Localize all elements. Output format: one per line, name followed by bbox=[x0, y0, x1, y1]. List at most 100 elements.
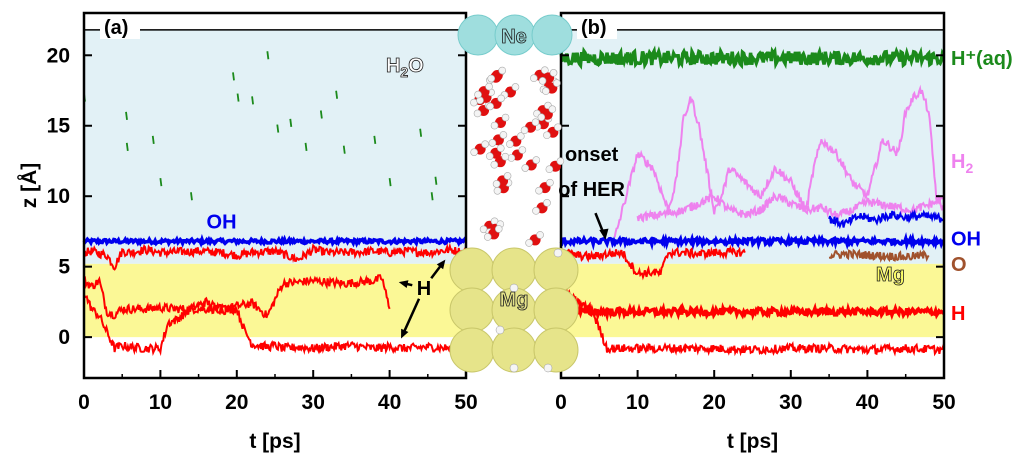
hydrogen-atom bbox=[536, 231, 544, 239]
region-vacuum-top bbox=[561, 13, 944, 30]
hydrogen-atom bbox=[535, 186, 543, 195]
hydrogen-atom bbox=[499, 131, 508, 139]
hydrogen-atom bbox=[470, 148, 478, 156]
hydrogen-atom bbox=[532, 207, 540, 215]
data-point bbox=[151, 135, 155, 144]
hydrogen-atom bbox=[532, 156, 541, 164]
series-h2-partner bbox=[636, 191, 945, 223]
ne-label: Ne bbox=[501, 26, 527, 48]
hydrogen-atom bbox=[485, 82, 493, 91]
mg-atom bbox=[449, 327, 495, 373]
hydrogen-atom bbox=[548, 105, 557, 114]
hydrogen-atom bbox=[474, 90, 482, 99]
hydrogen-atom bbox=[530, 74, 538, 83]
series-line bbox=[83, 242, 467, 271]
series-line bbox=[82, 233, 468, 248]
mg-atom bbox=[449, 287, 495, 333]
data-point bbox=[159, 178, 163, 187]
annotation-of-her: of HER bbox=[558, 179, 625, 201]
data-point bbox=[373, 135, 377, 144]
series-line bbox=[560, 301, 946, 323]
series-line bbox=[559, 231, 945, 251]
data-point bbox=[419, 128, 423, 137]
hydrogen-atom bbox=[549, 69, 558, 77]
panel-b: 0 10 20 30 40 50 t [ps] (b) onset of HER Mg H⁺(aq) H… bbox=[555, 11, 1013, 453]
mg-atom bbox=[449, 247, 495, 293]
data-point bbox=[125, 142, 129, 151]
data-point bbox=[251, 96, 254, 105]
subscript: 2 bbox=[400, 64, 408, 80]
hydrogen-atom bbox=[525, 239, 533, 247]
x-axis-title: t [ps] bbox=[249, 430, 300, 453]
series-h-aq- bbox=[83, 51, 438, 201]
hydrogen-atom bbox=[554, 123, 562, 132]
y-tick-label: 5 bbox=[58, 256, 70, 279]
hydrogen-atom bbox=[473, 109, 482, 118]
right-label-oh: OH bbox=[951, 228, 981, 250]
hydrogen-atom bbox=[542, 87, 550, 95]
annotation-onset: onset bbox=[565, 144, 619, 166]
hydrogen-atom bbox=[553, 248, 563, 258]
hydrogen-atom bbox=[490, 121, 499, 130]
series-h-subsurface-1 bbox=[83, 274, 391, 320]
data-point bbox=[388, 178, 392, 187]
arrow-head bbox=[398, 280, 409, 289]
ne-atom bbox=[531, 14, 573, 56]
y-tick-label: 20 bbox=[47, 44, 70, 67]
hydrogen-atom bbox=[543, 363, 553, 373]
annotation-mg: Mg bbox=[876, 264, 905, 286]
onset-arrow-head bbox=[599, 228, 609, 240]
hydrogen-atom bbox=[490, 160, 499, 169]
hydrogen-atom bbox=[501, 152, 510, 161]
panel-label: (a) bbox=[104, 17, 128, 39]
hydrogen-atom bbox=[503, 172, 512, 180]
right-label-h-aq-: H⁺(aq) bbox=[951, 48, 1013, 70]
data-point bbox=[276, 124, 280, 133]
panel-label-bg bbox=[100, 15, 140, 39]
hydrogen-atom bbox=[556, 157, 565, 165]
hydrogen-atom bbox=[493, 186, 502, 195]
data-point bbox=[190, 192, 193, 201]
annotation-h: H bbox=[417, 278, 431, 300]
data-point bbox=[236, 93, 240, 102]
series-h-subsurface bbox=[560, 301, 946, 323]
hydrogen-atom bbox=[545, 165, 554, 173]
arrow-head bbox=[401, 328, 409, 339]
x-tick-label: 50 bbox=[932, 391, 955, 414]
hydrogen-atom bbox=[517, 132, 525, 140]
y-tick-label: 0 bbox=[58, 326, 70, 349]
hydrogen-atom bbox=[488, 139, 497, 147]
y-tick-label: 15 bbox=[47, 115, 71, 138]
right-label-o: O bbox=[951, 254, 967, 276]
series-line bbox=[828, 248, 930, 264]
tail: O bbox=[408, 55, 424, 77]
series-h-aq- bbox=[559, 45, 946, 70]
series-line bbox=[560, 244, 746, 281]
data-point bbox=[289, 118, 293, 128]
hydrogen-atom bbox=[511, 83, 520, 91]
hydrogen-atom bbox=[501, 113, 510, 122]
y-tick-label: 10 bbox=[47, 185, 70, 208]
x-tick-label: 30 bbox=[302, 391, 325, 414]
panel-label-bg bbox=[577, 15, 617, 39]
hydrogen-atom bbox=[541, 66, 549, 75]
hydrogen-atom bbox=[492, 180, 501, 188]
series-h-subsurface-2 bbox=[83, 294, 467, 357]
hydrogen-atom bbox=[497, 94, 505, 103]
data-point bbox=[304, 142, 308, 151]
hydrogen-atom bbox=[543, 199, 551, 207]
series-line bbox=[83, 274, 391, 320]
data-point bbox=[125, 111, 128, 120]
x-tick-label: 40 bbox=[378, 391, 401, 414]
data-point bbox=[232, 72, 235, 81]
y-axis-title: z [Å] bbox=[17, 163, 41, 209]
data-point bbox=[430, 192, 434, 201]
panel-label: (b) bbox=[581, 17, 607, 39]
region-metal bbox=[561, 263, 944, 338]
series-line bbox=[83, 294, 467, 357]
x-axis-title: t [ps] bbox=[727, 430, 778, 453]
data-point bbox=[335, 90, 339, 99]
hydrogen-atom bbox=[506, 140, 514, 148]
hydrogen-atom bbox=[481, 140, 489, 148]
